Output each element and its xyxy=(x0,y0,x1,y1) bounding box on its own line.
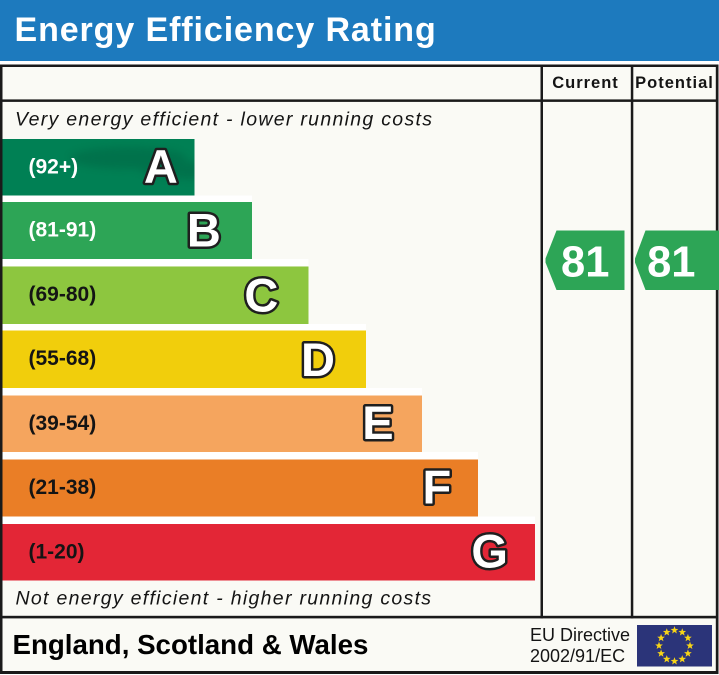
svg-text:81: 81 xyxy=(647,238,695,286)
svg-text:Current: Current xyxy=(552,74,619,92)
svg-text:England, Scotland & Wales: England, Scotland & Wales xyxy=(13,629,369,660)
svg-text:81: 81 xyxy=(561,238,609,286)
svg-text:E: E xyxy=(362,396,393,449)
svg-text:(69-80): (69-80) xyxy=(29,283,97,306)
svg-text:A: A xyxy=(144,140,178,193)
svg-text:Potential: Potential xyxy=(635,74,714,92)
svg-text:Energy Efficiency Rating: Energy Efficiency Rating xyxy=(15,11,437,49)
svg-text:D: D xyxy=(301,333,335,386)
svg-text:(92+): (92+) xyxy=(29,156,79,179)
svg-text:(1-20): (1-20) xyxy=(29,541,85,564)
svg-text:Not energy efficient - higher: Not energy efficient - higher running co… xyxy=(16,588,433,610)
svg-text:2002/91/EC: 2002/91/EC xyxy=(530,646,625,666)
svg-text:(55-68): (55-68) xyxy=(29,347,97,370)
svg-text:(81-91): (81-91) xyxy=(29,219,97,242)
svg-text:(39-54): (39-54) xyxy=(29,412,97,435)
svg-text:B: B xyxy=(187,204,221,257)
svg-text:EU Directive: EU Directive xyxy=(530,625,630,645)
svg-text:C: C xyxy=(244,269,278,322)
svg-text:(21-38): (21-38) xyxy=(29,476,97,499)
svg-text:G: G xyxy=(471,525,508,578)
svg-text:F: F xyxy=(422,461,451,514)
svg-text:Very energy efficient - lower: Very energy efficient - lower running co… xyxy=(15,109,433,131)
